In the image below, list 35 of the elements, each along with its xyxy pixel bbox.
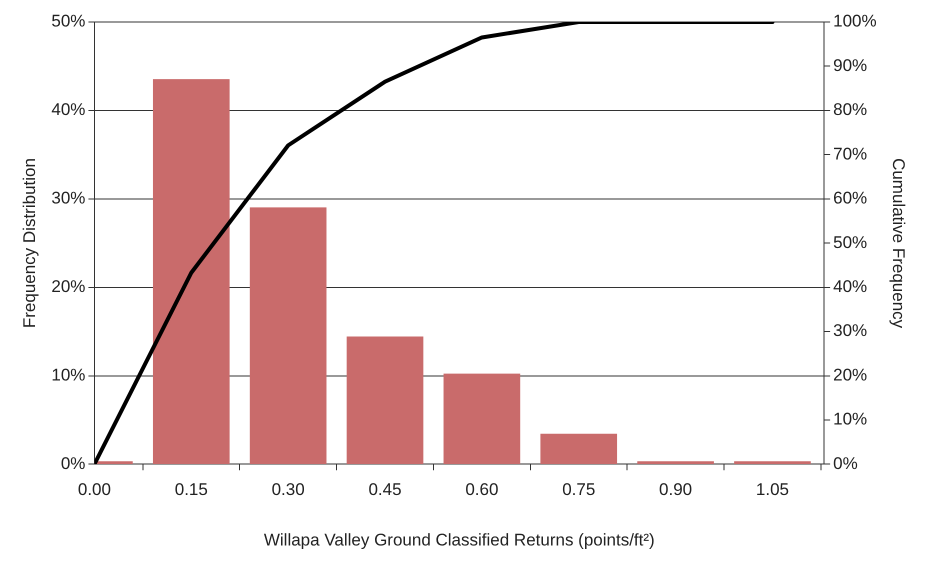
x-axis-title: Willapa Valley Ground Classified Returns (points/ft²) (264, 530, 655, 550)
y2-tick-label: 60% (833, 188, 868, 208)
y2-tick-label: 90% (833, 56, 868, 75)
y-tick-label: 40% (51, 100, 86, 120)
y-axis-title: Frequency Distribution (20, 158, 39, 328)
x-tick-label: 0.30 (272, 480, 305, 500)
bar (540, 434, 618, 464)
bar (444, 374, 520, 464)
y2-tick-label: 50% (833, 232, 868, 252)
y2-tick-label: 40% (833, 277, 868, 296)
y-tick-label: 0% (60, 454, 86, 473)
x-tick-label: 0.60 (465, 480, 498, 500)
x-tick-label: 0.45 (368, 480, 402, 500)
bar (152, 79, 230, 464)
y2-tick-label: 0% (833, 454, 858, 473)
x-tick-label: 1.05 (756, 480, 790, 500)
x-tick-label: 0.15 (174, 480, 208, 500)
y2-tick-label: 100% (833, 12, 877, 31)
y2-tick-label: 20% (833, 365, 868, 384)
bar (346, 336, 424, 464)
y2-axis-title: Cumulative Frequency (889, 158, 908, 329)
y-tick-label: 50% (51, 12, 86, 31)
y2-tick-label: 30% (833, 321, 868, 340)
bar (734, 461, 811, 464)
y-tick-label: 10% (51, 365, 86, 384)
y2-tick-label: 70% (833, 144, 868, 164)
x-tick-label: 0.75 (562, 480, 596, 500)
x-tick-label: 0.00 (78, 480, 111, 500)
y-tick-label: 30% (51, 188, 86, 208)
bar (637, 461, 714, 464)
bar (250, 207, 326, 464)
y2-tick-label: 80% (833, 100, 868, 120)
y-tick-label: 20% (51, 277, 86, 296)
y2-tick-label: 10% (833, 410, 868, 429)
x-tick-label: 0.90 (659, 480, 692, 500)
